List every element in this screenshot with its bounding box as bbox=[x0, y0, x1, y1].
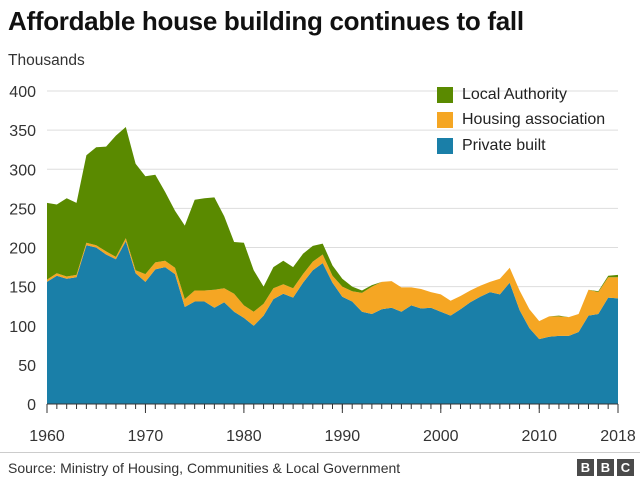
legend-swatch-local-authority bbox=[437, 86, 453, 103]
y-tick-label: 50 bbox=[18, 358, 36, 375]
footer-divider bbox=[0, 452, 640, 453]
y-tick-label: 400 bbox=[9, 84, 36, 101]
y-tick-label: 300 bbox=[9, 162, 36, 179]
area-private-built bbox=[47, 241, 618, 404]
legend-label-housing-association: Housing association bbox=[462, 111, 606, 129]
bbc-logo-letter: C bbox=[617, 459, 634, 476]
y-axis-unit-label: Thousands bbox=[8, 52, 85, 69]
y-tick-label: 100 bbox=[9, 319, 36, 336]
chart-plot: 0 50 100 150 200 250 300 350 400 1960 1970 1980 1990… bbox=[9, 84, 636, 445]
y-tick-label: 0 bbox=[27, 397, 36, 414]
x-tick-label: 1990 bbox=[325, 428, 361, 445]
x-tick-label: 1980 bbox=[226, 428, 262, 445]
area-housing-association bbox=[47, 238, 618, 340]
y-tick-label: 150 bbox=[9, 280, 36, 297]
bbc-logo-letter: B bbox=[577, 459, 594, 476]
legend-item-housing-association: Housing association bbox=[437, 108, 605, 134]
area-local-authority bbox=[47, 127, 618, 322]
legend-swatch-private-built bbox=[437, 137, 453, 154]
y-tick-label: 250 bbox=[9, 201, 36, 218]
legend-item-local-authority: Local Authority bbox=[437, 82, 605, 108]
chart-title: Affordable house building continues to f… bbox=[8, 6, 524, 36]
bbc-logo: B B C bbox=[577, 459, 634, 476]
x-tick-label: 1960 bbox=[29, 428, 65, 445]
legend-label-private-built: Private built bbox=[462, 136, 546, 154]
x-tick-label: 2000 bbox=[423, 428, 459, 445]
y-tick-label: 200 bbox=[9, 241, 36, 258]
legend-item-private-built: Private built bbox=[437, 133, 605, 159]
x-tick-label: 2018 bbox=[600, 428, 636, 445]
chart-legend: Local Authority Housing association Priv… bbox=[437, 82, 605, 159]
x-tick-label: 2010 bbox=[521, 428, 557, 445]
source-note: Source: Ministry of Housing, Communities… bbox=[8, 460, 401, 476]
bbc-logo-letter: B bbox=[597, 459, 614, 476]
y-tick-label: 350 bbox=[9, 123, 36, 140]
x-tick-label: 1970 bbox=[128, 428, 164, 445]
legend-swatch-housing-association bbox=[437, 112, 453, 129]
legend-label-local-authority: Local Authority bbox=[462, 85, 567, 103]
